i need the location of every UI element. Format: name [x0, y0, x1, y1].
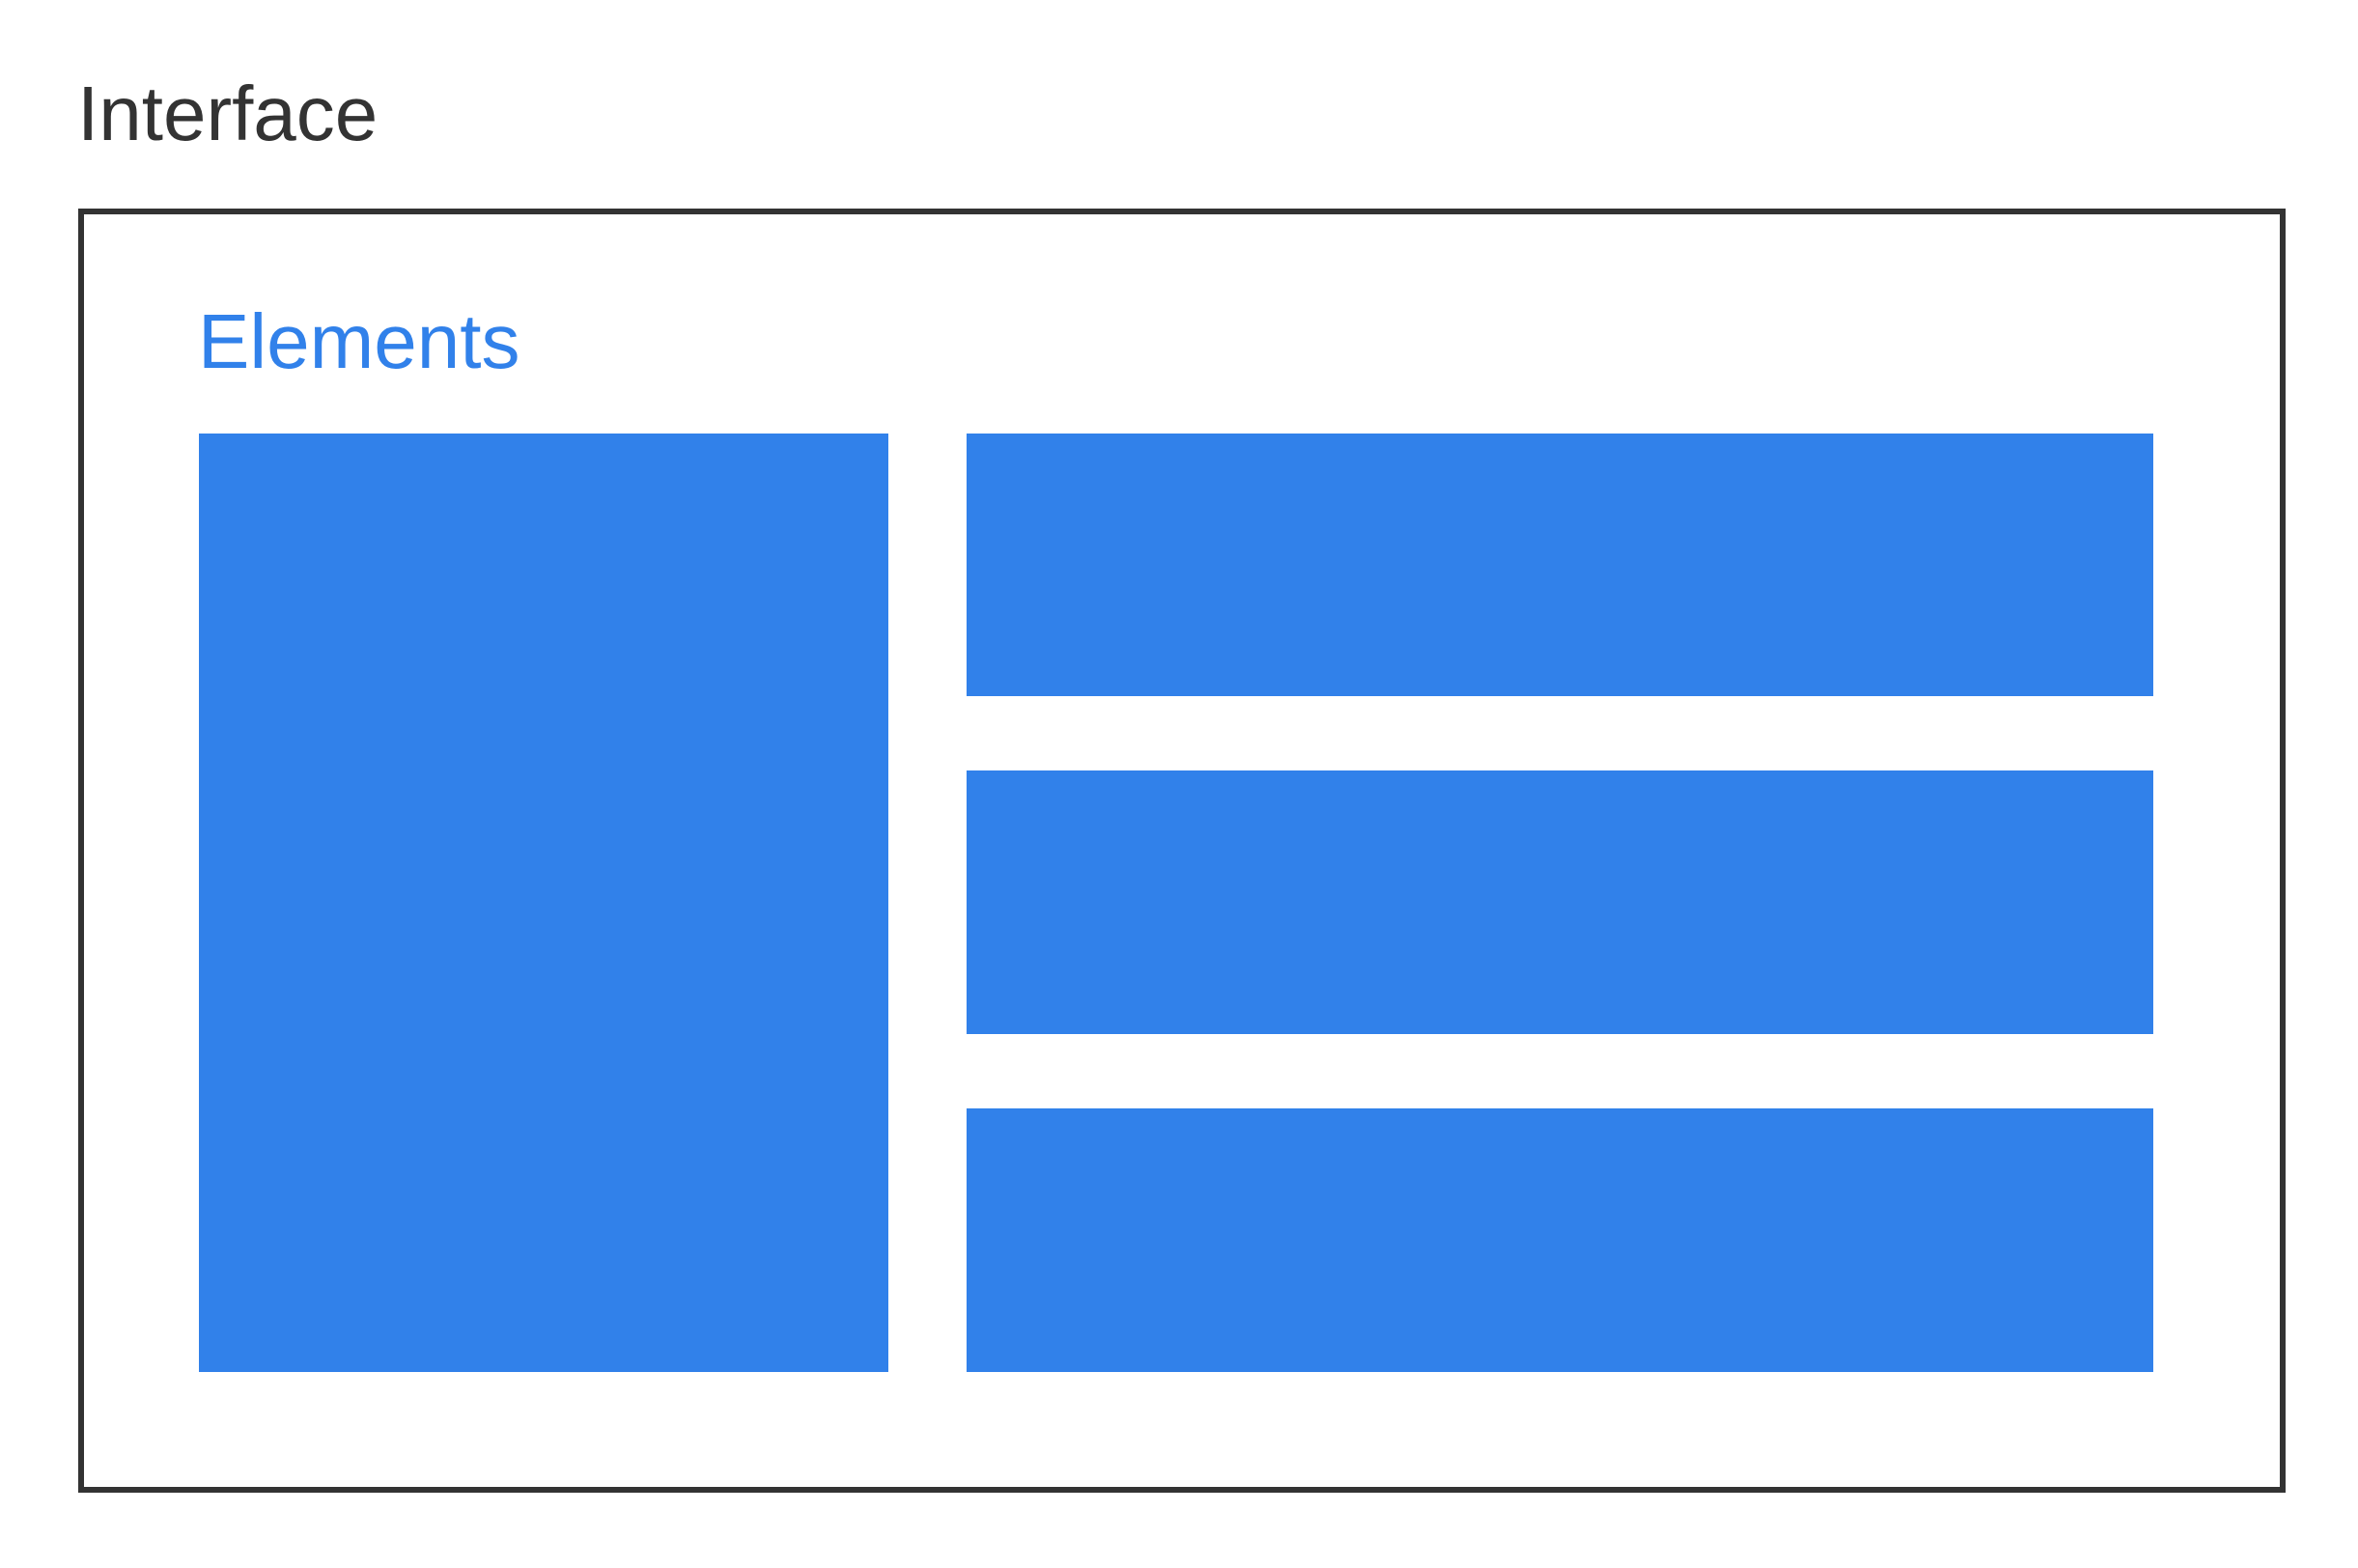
interface-frame: Elements [78, 209, 2286, 1493]
interface-title: Interface [77, 70, 379, 156]
element-block-right-row-2 [967, 770, 2153, 1034]
element-block-left-panel [199, 434, 888, 1372]
elements-title: Elements [198, 298, 520, 384]
element-block-right-row-1 [967, 434, 2153, 696]
element-block-right-row-3 [967, 1108, 2153, 1372]
